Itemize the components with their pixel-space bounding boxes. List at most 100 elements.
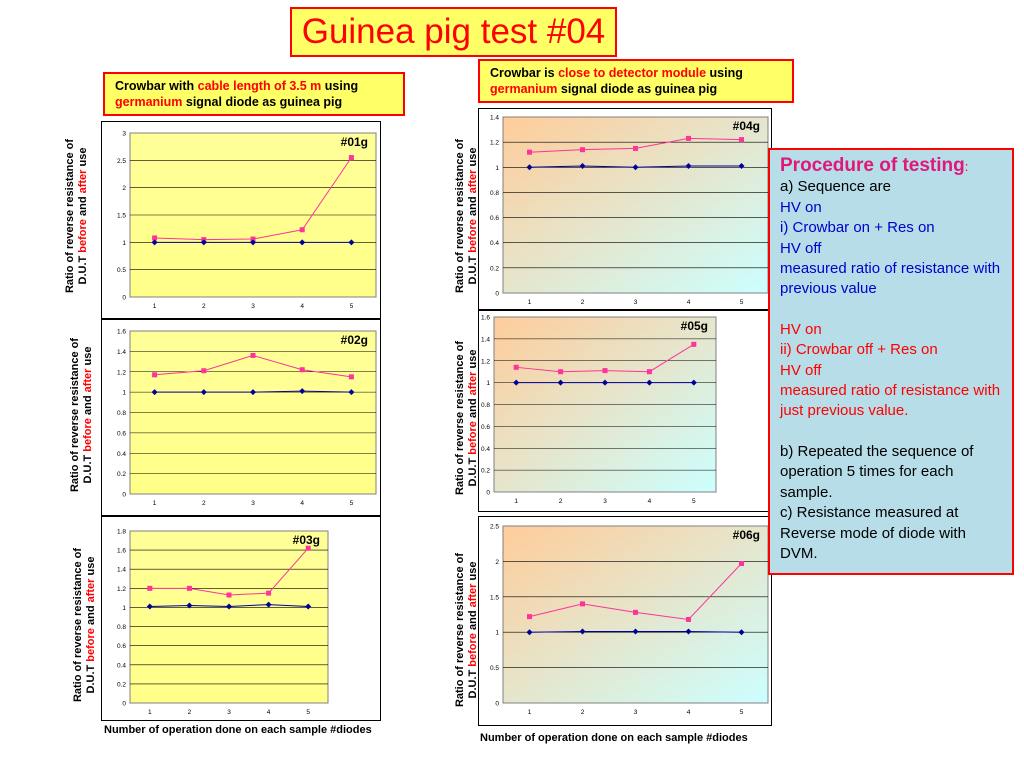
chart-label-06g: #06g [733, 528, 760, 542]
x-tick-label-04g: 1 [528, 299, 532, 306]
y-tick-label-05g: 0.4 [481, 446, 490, 453]
chart-label-01g: #01g [341, 135, 368, 149]
procedure-line-7: ii) Crowbar off + Res on [780, 341, 938, 359]
x-tick-label-06g: 5 [740, 709, 744, 716]
y-tick-label-03g: 1.8 [117, 529, 126, 536]
right-caption: Crowbar is close to detector module usin… [478, 59, 794, 103]
y-tick-label-04g: 0 [495, 291, 499, 298]
x-tick-label-03g: 2 [188, 709, 192, 716]
x-axis-label-left: Number of operation done on each sample … [104, 724, 372, 736]
left-caption-cable: cable length of 3.5 m [197, 79, 322, 93]
x-tick-label-03g: 3 [227, 709, 231, 716]
x-tick-label-05g: 5 [692, 498, 696, 505]
procedure-title-colon: : [964, 159, 969, 174]
ratio-point-05g [513, 364, 519, 370]
y-tick-label-02g: 1.6 [117, 329, 126, 336]
procedure-line-1: a) Sequence are [780, 178, 891, 196]
y-tick-label-02g: 0.6 [117, 430, 126, 437]
ratio-point-06g [739, 561, 744, 567]
reference-point-04g [632, 164, 639, 171]
reference-point-05g [513, 379, 520, 386]
reference-point-01g [299, 239, 306, 246]
procedure-box: Procedure of testing: a) Sequence are HV… [768, 148, 1014, 575]
reference-point-02g [299, 388, 306, 395]
plot-area-03g [129, 530, 329, 704]
x-tick-label-05g: 2 [559, 498, 563, 505]
y-tick-label-03g: 1 [122, 605, 126, 612]
y-tick-label-04g: 1.4 [490, 115, 499, 122]
x-tick-label-06g: 4 [687, 709, 691, 716]
reference-point-04g [738, 163, 745, 170]
ratio-point-02g [201, 368, 207, 374]
y-tick-label-05g: 1.4 [481, 336, 490, 343]
ratio-point-01g [348, 155, 354, 161]
y-tick-label-06g: 0.5 [490, 665, 499, 672]
reference-point-01g [200, 239, 207, 246]
y-tick-label-02g: 0 [122, 492, 126, 499]
y-tick-label-03g: 1.2 [117, 586, 126, 593]
x-tick-label-01g: 5 [350, 303, 354, 310]
x-tick-label-01g: 3 [251, 303, 255, 310]
reference-point-01g [348, 239, 355, 246]
y-tick-label-03g: 1.4 [117, 567, 126, 574]
x-tick-label-02g: 1 [153, 500, 157, 507]
reference-point-02g [348, 389, 355, 396]
left-caption-part3: using [321, 79, 359, 93]
y-tick-label-04g: 1.2 [490, 140, 499, 147]
reference-point-05g [646, 379, 653, 386]
ratio-point-05g [602, 368, 608, 374]
ratio-point-04g [739, 137, 744, 143]
ratio-point-01g [299, 227, 305, 233]
chart-label-02g: #02g [341, 333, 368, 347]
chart-label-03g: #03g [293, 533, 320, 547]
x-tick-label-03g: 1 [148, 709, 152, 716]
chart-label-04g: #04g [733, 119, 760, 133]
y-axis-label-01g: Ratio of reverse resistance of D.U.T bef… [64, 138, 89, 294]
y-tick-label-05g: 1.6 [481, 315, 490, 322]
ratio-point-03g [147, 585, 153, 591]
y-tick-label-03g: 0.2 [117, 681, 126, 688]
ratio-point-05g [691, 341, 697, 347]
y-tick-label-02g: 0.8 [117, 410, 126, 417]
ratio-point-02g [250, 352, 256, 358]
ratio-point-02g [299, 367, 305, 373]
procedure-line-11: c) Resistance measured at Reverse mode o… [780, 504, 966, 562]
x-tick-label-02g: 3 [251, 500, 255, 507]
ratio-point-05g [558, 369, 564, 375]
x-tick-label-05g: 4 [648, 498, 652, 505]
page-title: Guinea pig test #04 [290, 7, 617, 57]
y-axis-label-03g: Ratio of reverse resistance of D.U.T bef… [72, 547, 97, 703]
x-axis-label-right: Number of operation done on each sample … [480, 732, 748, 744]
right-caption-part5: signal diode as guinea pig [557, 82, 718, 96]
ratio-point-01g [152, 235, 158, 241]
procedure-line-2: HV on [780, 198, 822, 216]
y-tick-label-05g: 0.2 [481, 468, 490, 475]
reference-point-02g [151, 389, 158, 396]
x-tick-label-06g: 2 [581, 709, 585, 716]
ratio-point-03g [226, 592, 232, 598]
reference-point-05g [557, 379, 564, 386]
reference-point-06g [632, 628, 639, 635]
x-tick-label-04g: 5 [740, 299, 744, 306]
y-tick-label-06g: 1 [495, 630, 499, 637]
ratio-point-06g [633, 609, 638, 615]
procedure-title: Procedure of testing [780, 155, 965, 176]
ratio-point-06g [686, 616, 691, 622]
y-tick-label-06g: 2 [495, 559, 499, 566]
y-tick-label-05g: 0 [486, 490, 490, 497]
y-tick-label-03g: 0 [122, 701, 126, 708]
y-tick-label-05g: 1 [486, 380, 490, 387]
ratio-point-02g [152, 372, 158, 378]
reference-point-03g [146, 603, 153, 610]
left-caption-part5: signal diode as guinea pig [182, 95, 343, 109]
x-tick-label-05g: 1 [514, 498, 518, 505]
y-tick-label-06g: 1.5 [490, 594, 499, 601]
y-tick-label-06g: 2.5 [490, 524, 499, 531]
reference-point-02g [200, 389, 207, 396]
right-caption-part1: Crowbar is [490, 66, 559, 80]
y-tick-label-01g: 2.5 [117, 158, 126, 165]
y-tick-label-01g: 1.5 [117, 213, 126, 220]
y-tick-label-05g: 1.2 [481, 358, 490, 365]
plot-area-04g [502, 116, 769, 294]
y-tick-label-06g: 0 [495, 701, 499, 708]
